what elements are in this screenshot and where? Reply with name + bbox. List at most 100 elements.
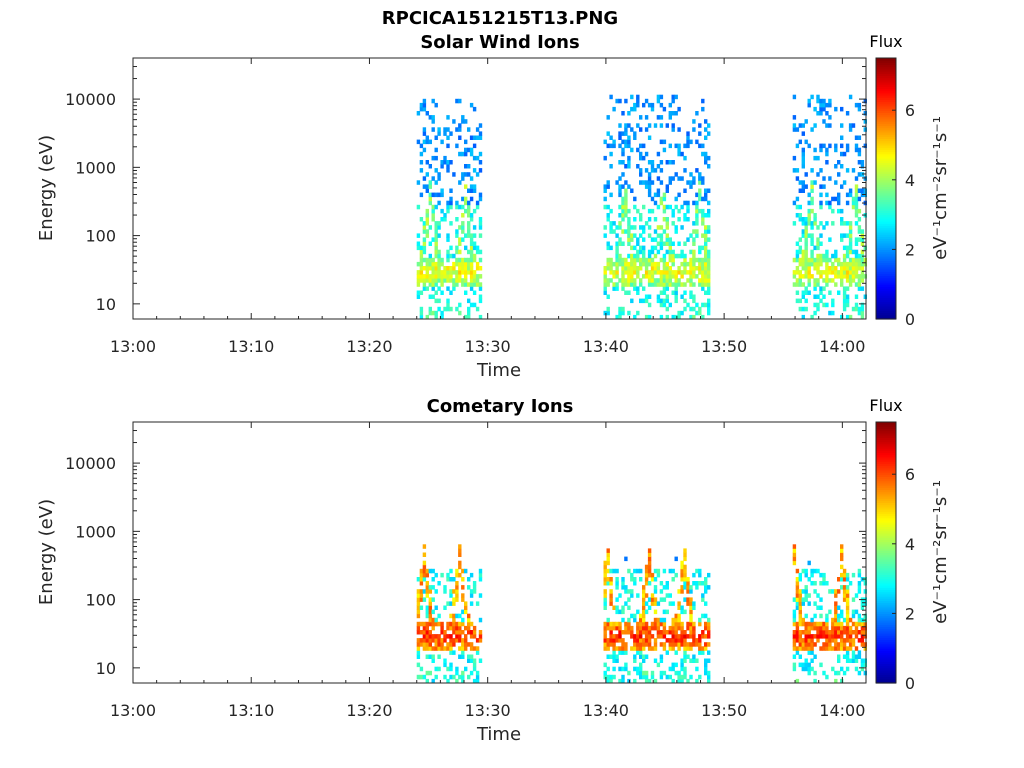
spectrogram-cell bbox=[801, 123, 805, 128]
spectrogram-cell bbox=[662, 585, 667, 590]
spectrogram-cell bbox=[642, 180, 646, 185]
spectrogram-cell bbox=[822, 286, 826, 291]
spectrogram-cell bbox=[792, 94, 797, 100]
spectrogram-cell bbox=[822, 646, 826, 651]
spectrogram-cell bbox=[813, 670, 817, 676]
spectrogram-cell bbox=[650, 674, 655, 680]
spectrogram-cell bbox=[647, 274, 652, 279]
spectrogram-cell bbox=[650, 160, 655, 165]
spectrogram-cell bbox=[618, 310, 622, 316]
spectrogram-cell bbox=[848, 617, 853, 623]
spectrogram-cell bbox=[692, 270, 696, 275]
spectrogram-cell bbox=[842, 585, 847, 590]
spectrogram-cell bbox=[621, 605, 625, 610]
spectrogram-cell bbox=[621, 160, 625, 165]
spectrogram-cell bbox=[443, 266, 447, 271]
spectrogram-cell bbox=[647, 634, 652, 639]
spectrogram-cell bbox=[615, 245, 619, 251]
spectrogram-cell bbox=[707, 229, 711, 234]
spectrogram-cell bbox=[650, 102, 655, 108]
spectrogram-cell bbox=[825, 638, 829, 643]
colorbar-segment bbox=[876, 88, 896, 92]
spectrogram-cell bbox=[434, 666, 438, 672]
spectrogram-cell bbox=[825, 642, 829, 647]
spectrogram-cell bbox=[478, 257, 483, 263]
spectrogram-cell bbox=[612, 143, 616, 149]
spectrogram-cell bbox=[857, 572, 862, 578]
spectrogram-cell bbox=[798, 249, 802, 255]
spectrogram-cell bbox=[840, 261, 844, 267]
spectrogram-cell bbox=[455, 625, 459, 631]
spectrogram-cell bbox=[478, 233, 483, 238]
spectrogram-cell bbox=[665, 266, 669, 271]
spectrogram-cell bbox=[665, 184, 669, 189]
spectrogram-cell bbox=[845, 266, 850, 271]
spectrogram-cell bbox=[701, 196, 705, 202]
spectrogram-cell bbox=[449, 625, 453, 631]
spectrogram-cell bbox=[840, 314, 844, 320]
spectrogram-cell bbox=[461, 261, 465, 267]
spectrogram-cell bbox=[834, 617, 838, 623]
y-axis-label: Energy (eV) bbox=[36, 499, 57, 605]
spectrogram-cell bbox=[668, 266, 672, 271]
spectrogram-cell bbox=[801, 253, 805, 259]
spectrogram-cell bbox=[469, 278, 474, 283]
spectrogram-cell bbox=[461, 151, 465, 157]
spectrogram-cell bbox=[701, 274, 705, 279]
spectrogram-cell bbox=[837, 634, 841, 639]
spectrogram-cell bbox=[665, 294, 669, 299]
spectrogram-cell bbox=[795, 270, 800, 275]
spectrogram-cell bbox=[854, 184, 859, 189]
spectrogram-cell bbox=[419, 605, 424, 610]
spectrogram-cell bbox=[662, 634, 667, 639]
spectrogram-cell bbox=[819, 625, 823, 631]
spectrogram-cell bbox=[798, 646, 802, 651]
spectrogram-cell bbox=[639, 143, 643, 149]
spectrogram-cell bbox=[431, 98, 435, 104]
spectrogram-cell bbox=[857, 310, 862, 316]
spectrogram-cell bbox=[636, 147, 640, 153]
spectrogram-cell bbox=[469, 621, 474, 627]
spectrogram-cell bbox=[644, 638, 649, 643]
spectrogram-cell bbox=[683, 155, 687, 161]
spectrogram-cell bbox=[431, 625, 435, 631]
spectrogram-cell bbox=[851, 249, 856, 255]
spectrogram-cell bbox=[425, 160, 429, 165]
spectrogram-cell bbox=[615, 605, 619, 610]
spectrogram-cell bbox=[636, 634, 640, 639]
spectrogram-cell bbox=[704, 155, 708, 161]
spectrogram-cell bbox=[647, 102, 652, 108]
spectrogram-cell bbox=[807, 221, 811, 226]
spectrogram-cell bbox=[822, 270, 826, 275]
spectrogram-cell bbox=[603, 601, 607, 606]
spectrogram-cell bbox=[653, 168, 658, 173]
spectrogram-cell bbox=[478, 314, 483, 320]
colorbar-segment bbox=[876, 524, 896, 527]
spectrogram-cell bbox=[455, 249, 459, 255]
spectrogram-cell bbox=[644, 221, 649, 226]
spectrogram-cell bbox=[851, 642, 856, 647]
spectrogram-cell bbox=[845, 609, 850, 615]
spectrogram-cell bbox=[695, 642, 699, 647]
spectrogram-cell bbox=[642, 229, 646, 234]
spectrogram-cell bbox=[624, 204, 628, 210]
colorbar-segment bbox=[876, 630, 896, 634]
spectrogram-cell bbox=[798, 180, 802, 185]
colorbar-segment bbox=[876, 308, 896, 311]
spectrogram-cell bbox=[704, 577, 708, 582]
spectrogram-cell bbox=[819, 143, 823, 149]
spectrogram-cell bbox=[644, 127, 649, 132]
colorbar-segment bbox=[876, 197, 896, 200]
spectrogram-cell bbox=[455, 568, 459, 574]
spectrogram-cell bbox=[478, 282, 483, 287]
spectrogram-cell bbox=[825, 630, 829, 635]
spectrogram-cell bbox=[458, 270, 462, 275]
spectrogram-cell bbox=[650, 597, 655, 602]
colorbar-segment bbox=[876, 589, 896, 593]
spectrogram-cell bbox=[416, 646, 421, 651]
spectrogram-cell bbox=[455, 589, 459, 594]
spectrogram-cell bbox=[674, 638, 678, 643]
spectrogram-cell bbox=[446, 127, 450, 132]
spectrogram-cell bbox=[698, 180, 702, 185]
spectrogram-cell bbox=[464, 164, 468, 169]
